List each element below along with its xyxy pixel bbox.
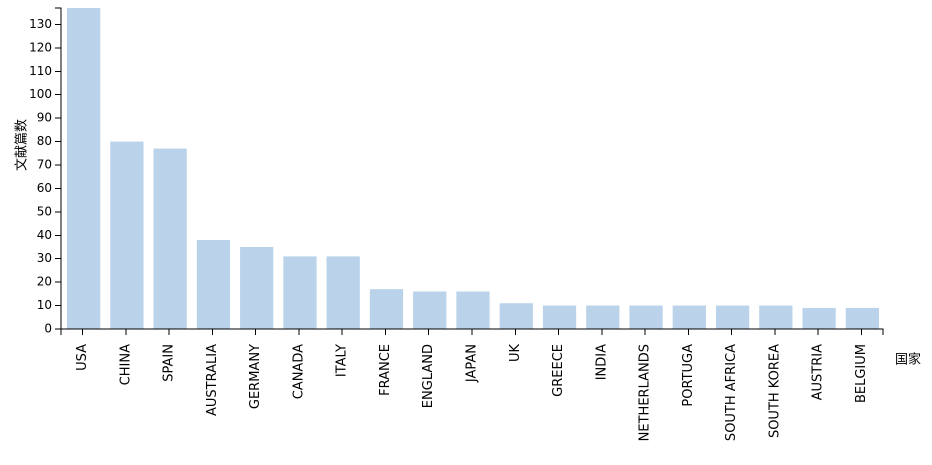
y-tick-label: 10 xyxy=(37,298,52,312)
x-tick-label: SOUTH AFRICA xyxy=(724,344,739,441)
bar xyxy=(629,305,663,329)
bar xyxy=(715,305,750,329)
x-tick-label: ITALY xyxy=(335,344,350,377)
x-tick-label: SPAIN xyxy=(162,344,177,382)
x-tick-label: PORTUGA xyxy=(681,344,696,407)
y-tick-label: 40 xyxy=(37,228,52,242)
x-tick-label: AUSTRIA xyxy=(811,344,826,400)
bar xyxy=(499,303,533,329)
y-tick-label: 110 xyxy=(29,64,52,78)
y-tick-label: 30 xyxy=(37,251,52,265)
bar xyxy=(672,305,706,329)
bar xyxy=(240,246,274,329)
x-tick-label: USA xyxy=(75,344,90,371)
bar xyxy=(542,305,577,329)
x-tick-label: SOUTH KOREA xyxy=(767,344,782,438)
bar xyxy=(153,148,187,329)
x-tick-label: BELGIUM xyxy=(854,344,869,403)
x-tick-label: AUSTRALIA xyxy=(205,344,220,416)
x-tick-label: INDIA xyxy=(594,344,609,380)
bar xyxy=(456,291,490,329)
bar xyxy=(413,291,447,329)
y-tick-label: 70 xyxy=(37,157,52,171)
y-tick-label: 130 xyxy=(29,17,52,31)
bar xyxy=(110,141,144,329)
x-tick-label: UK xyxy=(508,344,523,363)
y-axis xyxy=(55,7,62,330)
bar xyxy=(67,8,101,329)
bar xyxy=(369,289,404,329)
y-tick-label: 90 xyxy=(37,111,52,125)
x-tick-label: CHINA xyxy=(118,344,133,385)
bar xyxy=(196,239,231,329)
x-tick-label: NETHERLANDS xyxy=(638,344,653,441)
x-axis-label: 国家 xyxy=(895,352,921,368)
y-tick-label: 60 xyxy=(37,181,52,195)
x-tick-label: FRANCE xyxy=(378,344,393,396)
bar xyxy=(845,307,879,329)
y-tick-label: 0 xyxy=(44,322,52,336)
bar xyxy=(586,305,620,329)
x-tick-label: CANADA xyxy=(291,344,306,399)
y-tick-label: 100 xyxy=(29,87,52,101)
y-axis-label: 文献篇数 xyxy=(15,119,30,171)
y-tick-label: 120 xyxy=(29,40,52,54)
bar xyxy=(759,305,793,329)
bar xyxy=(326,256,360,329)
bar xyxy=(283,256,317,329)
y-tick-label: 80 xyxy=(37,134,52,148)
bar xyxy=(802,307,836,329)
x-tick-label: ENGLAND xyxy=(421,344,436,408)
y-tick-label: 50 xyxy=(37,204,52,218)
x-tick-label: GREECE xyxy=(551,344,566,397)
x-tick-label: JAPAN xyxy=(465,344,480,383)
y-tick-label: 20 xyxy=(37,275,52,289)
x-tick-label: GERMANY xyxy=(248,344,263,409)
